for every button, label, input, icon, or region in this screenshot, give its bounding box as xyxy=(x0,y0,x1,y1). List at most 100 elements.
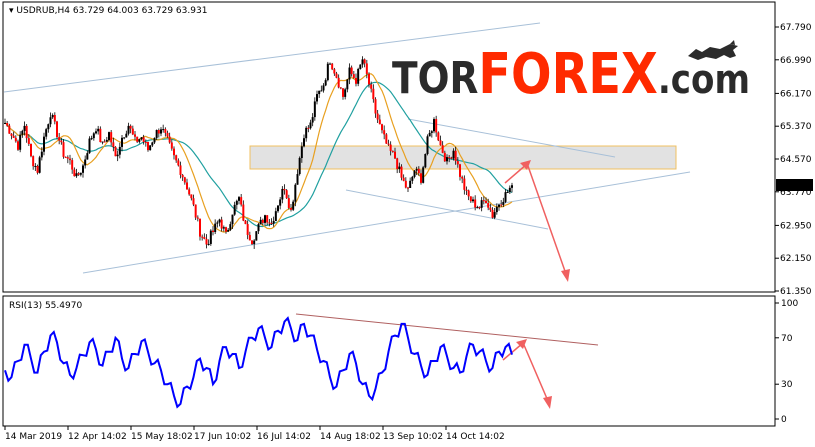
candle-body xyxy=(47,124,50,130)
candle-body xyxy=(493,212,496,218)
candle-body xyxy=(474,199,477,208)
candle-body xyxy=(346,79,349,90)
candle-body xyxy=(62,142,65,157)
time-tick-label: 14 Mar 2019 xyxy=(5,432,62,442)
candle-body xyxy=(118,146,121,155)
candle-body xyxy=(450,157,453,159)
candle-body xyxy=(303,138,305,147)
candle-body xyxy=(186,182,188,190)
candle-body xyxy=(277,205,279,212)
rsi-arrow-up-line xyxy=(502,342,524,361)
candle-body xyxy=(350,67,353,75)
candle-body xyxy=(309,122,312,129)
candle-body xyxy=(205,238,208,245)
price-tick-label: 65.370 xyxy=(780,122,812,132)
rsi-header-label: RSI(13) 55.4970 xyxy=(9,301,82,311)
candle-body xyxy=(214,223,217,233)
candle-body xyxy=(95,131,97,134)
torforex-logo: TORFOREX.com xyxy=(392,40,750,107)
candle-body xyxy=(365,63,368,74)
candle-body xyxy=(136,136,139,142)
candle-body xyxy=(426,136,429,155)
candle-body xyxy=(166,132,169,137)
descending-upper-line xyxy=(407,118,616,158)
candle-body xyxy=(209,230,212,244)
candle-body xyxy=(322,85,325,91)
candle-body xyxy=(225,227,227,232)
candle-body xyxy=(290,207,292,210)
candle-body xyxy=(487,203,490,208)
candle-body xyxy=(300,146,303,158)
candle-body xyxy=(84,159,87,166)
candle-body xyxy=(240,197,243,205)
price-tick-label: 64.570 xyxy=(780,155,812,165)
candle-body xyxy=(437,132,440,141)
candle-body xyxy=(123,137,126,139)
candle-body xyxy=(357,68,360,84)
candle-body xyxy=(264,215,266,223)
candle-body xyxy=(203,237,206,239)
candle-body xyxy=(272,220,275,224)
candle-body xyxy=(383,130,386,135)
candle-body xyxy=(251,240,253,245)
candle-body xyxy=(459,164,461,177)
candle-body xyxy=(320,90,323,92)
time-tick-label: 13 Sep 10:02 xyxy=(383,432,443,442)
ohlc-values: 63.729 64.003 63.729 63.931 xyxy=(73,6,208,16)
candle-body xyxy=(34,165,37,167)
candle-body xyxy=(439,140,442,146)
price-tick-label: 66.990 xyxy=(780,56,812,66)
time-tick-label: 12 Apr 14:02 xyxy=(68,432,127,442)
candle-body xyxy=(10,133,13,136)
candle-body xyxy=(12,135,15,138)
candle-body xyxy=(424,154,427,168)
candle-body xyxy=(86,153,89,160)
candle-body xyxy=(472,199,474,202)
candle-body xyxy=(144,141,147,143)
rsi-panel-frame xyxy=(2,295,776,427)
rsi-arrow-up-head xyxy=(516,339,527,349)
candle-body xyxy=(370,84,373,89)
candle-body xyxy=(452,150,455,159)
upper-channel-line xyxy=(3,22,541,93)
candle-body xyxy=(433,119,435,132)
candle-body xyxy=(279,199,282,206)
candle-body xyxy=(270,222,273,224)
rsi-tick-label: 70 xyxy=(781,334,793,344)
price-tick-label: 66.170 xyxy=(780,89,812,99)
candle-body xyxy=(261,219,264,223)
candle-body xyxy=(27,138,30,144)
candle-body xyxy=(60,140,63,143)
candle-body xyxy=(255,231,258,241)
candle-body xyxy=(40,151,43,158)
candle-body xyxy=(389,144,392,151)
candle-body xyxy=(14,137,17,142)
candle-body xyxy=(368,73,370,85)
time-tick-label: 15 May 18:02 xyxy=(131,432,193,442)
candle-body xyxy=(391,150,394,152)
candle-body xyxy=(97,128,100,132)
candle-body xyxy=(181,174,184,178)
candle-body xyxy=(311,117,314,123)
candle-body xyxy=(402,177,405,181)
candle-body xyxy=(116,154,119,157)
time-tick-label: 14 Aug 18:02 xyxy=(320,432,381,442)
candle-body xyxy=(491,209,494,218)
candle-body xyxy=(155,130,158,138)
candle-body xyxy=(53,115,56,122)
candle-body xyxy=(381,124,383,131)
candle-body xyxy=(151,142,154,146)
candle-body xyxy=(110,132,113,143)
candle-body xyxy=(246,224,249,235)
candle-body xyxy=(196,217,199,219)
candle-body xyxy=(480,200,483,208)
candle-body xyxy=(465,189,468,191)
moving-average-fast xyxy=(4,73,513,233)
candle-body xyxy=(318,90,321,95)
price-tick-label: 61.350 xyxy=(780,287,812,297)
candle-body xyxy=(307,127,310,129)
candle-body xyxy=(489,207,492,210)
candle-body xyxy=(478,207,481,209)
candle-body xyxy=(77,173,80,175)
